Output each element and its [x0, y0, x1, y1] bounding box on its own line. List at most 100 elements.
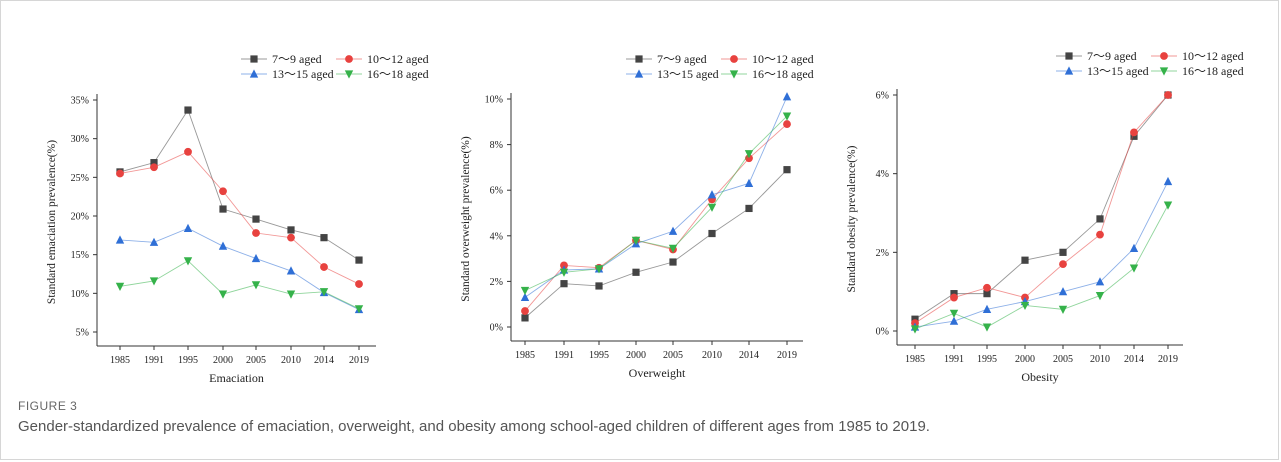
chart1-series-line	[119, 260, 360, 310]
chart2-x-tick-label: 2014	[739, 350, 759, 361]
chart1-x-tick-label: 1985	[110, 355, 130, 366]
chart2-x-tick-label: 1985	[515, 350, 535, 361]
chart2-data-point	[782, 92, 792, 101]
chart1-data-point	[320, 263, 328, 271]
chart1-legend-marker	[344, 70, 354, 79]
chart2-y-tick-label: 8%	[490, 140, 503, 151]
chart2-series-line	[524, 123, 788, 312]
chart3-data-point	[1129, 264, 1139, 273]
chart2-data-point	[632, 268, 640, 276]
chart1-x-tick-label: 1991	[144, 355, 164, 366]
chart2-data-point	[668, 226, 678, 235]
chart1-data-point	[286, 266, 296, 275]
chart3-data-point	[1163, 176, 1173, 186]
chart2-y-tick-label: 0%	[490, 323, 503, 334]
chart1-data-point	[320, 234, 328, 242]
chart3-data-point	[1095, 292, 1105, 301]
chart1-data-point	[319, 288, 329, 297]
chart3-data-point	[1096, 230, 1104, 239]
chart3-legend-label: 16～18 aged	[1182, 64, 1244, 78]
chart3-data-point	[949, 316, 959, 325]
chart1-data-point	[218, 241, 228, 250]
chart2-y-tick-label: 2%	[490, 277, 503, 288]
chart2-y-tick-label: 10%	[485, 95, 503, 106]
chart2-data-point	[744, 150, 754, 159]
chart1-data-point	[219, 187, 227, 196]
chart1-legend-label: 10～12 aged	[367, 52, 429, 66]
chart1-x-tick-label: 2005	[246, 355, 266, 366]
chart3-data-point	[950, 293, 958, 302]
chart2-legend-marker	[730, 55, 738, 63]
chart1-legend-marker	[250, 55, 258, 63]
chart3-data-point	[1130, 132, 1138, 140]
chart1-series-line	[119, 109, 360, 261]
chart2-x-tick-label: 2005	[663, 350, 683, 361]
chart1-y-axis-label: Standard emaciation prevalence(%)	[46, 140, 58, 304]
chart3-legend-marker	[1159, 67, 1169, 76]
chart2-data-point	[560, 280, 568, 288]
chart2-y-tick-label: 6%	[490, 186, 503, 197]
chart3-data-point	[949, 309, 959, 318]
chart2-data-point	[521, 307, 529, 315]
chart2-legend-label: 16～18 aged	[752, 67, 814, 81]
chart1-x-tick-label: 2014	[314, 355, 334, 366]
chart2-series-line	[524, 169, 788, 319]
chart2-legend-label: 7～9 aged	[657, 52, 707, 66]
chart2-series-line	[524, 96, 788, 298]
chart1-data-point	[150, 159, 158, 167]
chart2-x-tick-label: 1991	[554, 350, 574, 361]
chart3-data-point	[1058, 287, 1068, 296]
chart2-data-point	[631, 236, 641, 245]
chart2-x-tick-label: 2010	[702, 350, 722, 361]
chart3-data-point	[1058, 305, 1068, 314]
chart2-x-axis-label: Overweight	[629, 366, 686, 380]
chart2-legend-marker	[729, 70, 739, 79]
chart1-data-point	[116, 169, 124, 178]
chart1-x-tick-label: 2019	[349, 355, 369, 366]
chart1-legend-label: 16～18 aged	[367, 67, 429, 81]
chart3-x-tick-label: 2014	[1124, 354, 1144, 365]
chart3-legend-marker	[1064, 66, 1074, 75]
chart1-legend-marker	[249, 69, 259, 78]
chart1-y-tick-label: 35%	[71, 96, 89, 107]
chart1-data-point	[287, 226, 295, 234]
chart3-data-point	[1096, 215, 1104, 223]
chart1-y-tick-label: 25%	[71, 173, 89, 184]
chart2-x-tick-label: 2000	[626, 350, 646, 361]
chart3-x-tick-label: 1995	[977, 354, 997, 365]
chart2-data-point	[782, 112, 792, 121]
chart3-legend-label: 13～15 aged	[1087, 64, 1149, 78]
chart2-data-point	[521, 314, 529, 322]
chart3-series-line	[914, 94, 1169, 324]
chart3-x-tick-label: 2005	[1053, 354, 1073, 365]
chart3-data-point	[1164, 91, 1172, 99]
chart2-legend-marker	[634, 69, 644, 78]
chart2-data-point	[708, 229, 716, 238]
chart1-data-point	[286, 290, 296, 299]
chart2-legend-label: 13～15 aged	[657, 67, 719, 81]
chart3-series-line	[914, 94, 1169, 320]
chart3-data-point	[983, 290, 991, 298]
chart3-legend-marker	[1065, 52, 1073, 60]
chart3-data-point	[911, 315, 919, 323]
chart3-data-point	[1020, 301, 1030, 311]
chart2-series-line	[524, 115, 788, 291]
chart3-data-point	[1130, 128, 1138, 137]
chart1-data-point	[252, 229, 260, 237]
chart1-y-tick-label: 5%	[76, 328, 89, 339]
chart1-legend-label: 7～9 aged	[272, 52, 322, 66]
chart3-series-line	[914, 181, 1169, 328]
chart1-data-point	[218, 290, 228, 299]
chart1-data-point	[150, 163, 158, 172]
chart1-data-point	[115, 235, 125, 244]
chart2-data-point	[594, 265, 604, 274]
chart1-y-tick-label: 10%	[71, 289, 89, 300]
chart1-x-tick-label: 1995	[178, 355, 198, 366]
chart3-x-tick-label: 1985	[905, 354, 925, 365]
chart2-data-point	[559, 268, 569, 277]
chart3-legend-marker	[1160, 52, 1168, 60]
chart2-data-point	[707, 203, 717, 212]
chart2-y-axis-label: Standard overweight prevalence(%)	[460, 136, 472, 302]
chart3-data-point	[1059, 260, 1067, 269]
chart2-data-point	[745, 204, 753, 213]
